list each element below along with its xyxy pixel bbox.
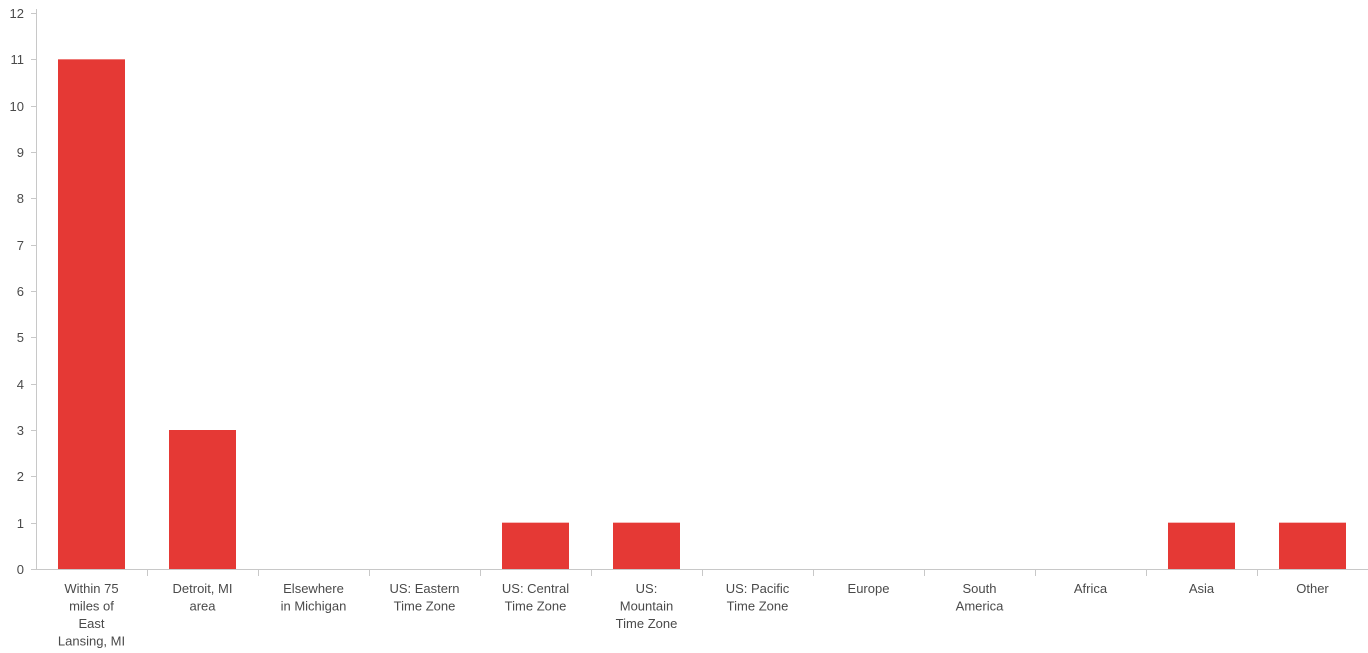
x-category-label: Europe [848, 581, 890, 596]
x-category-label-line: Mountain [620, 599, 673, 614]
x-category-label: Elsewhere in Michigan [281, 581, 347, 614]
bar [502, 522, 569, 569]
y-tick-label: 3 [17, 423, 24, 438]
x-category-label-line: Elsewhere [283, 581, 344, 596]
x-category-label-line: Other [1296, 581, 1329, 596]
x-category-label-line: Asia [1189, 581, 1215, 596]
y-tick-label: 0 [17, 562, 24, 577]
x-axis: Within 75 miles of East Lansing, MI Detroit,… [36, 569, 1368, 649]
x-category-label-line: US: Pacific [726, 581, 790, 596]
x-category-label-line: US: [636, 581, 658, 596]
y-tick-label: 7 [17, 238, 24, 253]
bar [169, 430, 236, 569]
x-category-label: US: Eastern Time Zone [389, 581, 459, 614]
y-tick-label: 5 [17, 330, 24, 345]
y-tick-label: 11 [11, 52, 25, 67]
x-category-label-line: Time Zone [727, 599, 789, 614]
x-category-label-line: Time Zone [616, 616, 678, 631]
y-tick-label: 2 [17, 469, 24, 484]
y-tick-label: 8 [17, 191, 24, 206]
x-category-label-line: US: Central [502, 581, 569, 596]
y-tick-label: 12 [10, 6, 24, 21]
x-category-label-line: Africa [1074, 581, 1108, 596]
x-category-label: Other [1296, 581, 1329, 596]
x-category-label: US: Pacific Time Zone [726, 581, 790, 614]
x-category-label: Detroit, MI area [173, 581, 233, 614]
x-category-label-line: Lansing, MI [58, 634, 125, 649]
x-category-label: South America [956, 581, 1004, 614]
x-category-label-line: Time Zone [505, 599, 567, 614]
x-category-label: Africa [1074, 581, 1108, 596]
y-tick-label: 9 [17, 145, 24, 160]
x-category-label-line: miles of [69, 599, 114, 614]
bar [1279, 522, 1346, 569]
y-tick-label: 4 [17, 377, 24, 392]
x-category-label: US: Mountain Time Zone [616, 581, 678, 631]
x-category-label-line: area [189, 599, 216, 614]
bar [58, 59, 125, 569]
x-category-label-line: America [956, 599, 1004, 614]
x-category-label-line: Time Zone [394, 599, 456, 614]
y-tick-label: 1 [17, 516, 24, 531]
bar [613, 522, 680, 569]
x-category-label-line: Europe [848, 581, 890, 596]
x-category-label-line: in Michigan [281, 599, 347, 614]
bar [1168, 522, 1235, 569]
y-tick-label: 6 [17, 284, 24, 299]
x-category-label: Within 75 miles of East Lansing, MI [58, 581, 125, 649]
x-category-label: US: Central Time Zone [502, 581, 569, 614]
x-category-label-line: Detroit, MI [173, 581, 233, 596]
bars [58, 59, 1346, 569]
x-category-label-line: East [78, 616, 104, 631]
y-tick-label: 10 [10, 99, 24, 114]
x-category-label-line: US: Eastern [389, 581, 459, 596]
x-category-label: Asia [1189, 581, 1215, 596]
x-category-label-line: Within 75 [64, 581, 118, 596]
x-category-label-line: South [963, 581, 997, 596]
